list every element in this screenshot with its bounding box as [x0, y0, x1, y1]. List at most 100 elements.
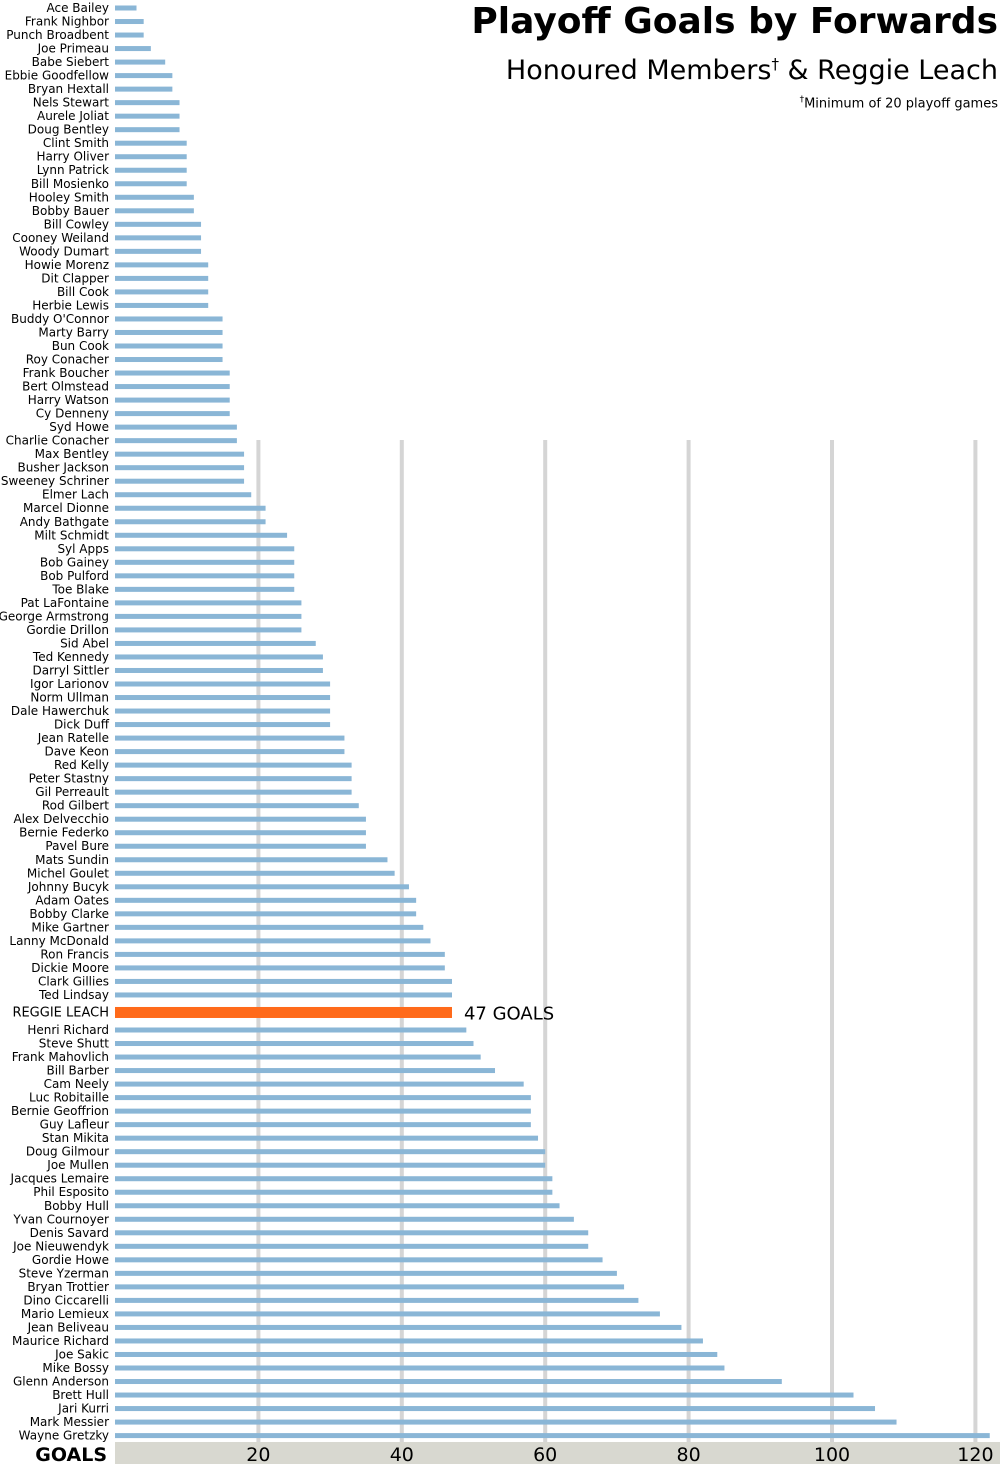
bar [115, 938, 431, 944]
chart-footnote: †Minimum of 20 playoff games [800, 92, 998, 112]
bar [115, 492, 252, 498]
footnote-dagger: † [799, 95, 805, 105]
bar [115, 1095, 531, 1101]
bar [115, 370, 230, 376]
category-label: Hooley Smith [29, 190, 109, 204]
category-label: Joe Primeau [37, 42, 109, 56]
chart-title: Playoff Goals by Forwards [471, 1, 998, 42]
bar [115, 343, 223, 349]
bar [115, 1006, 452, 1018]
category-label: Bobby Clarke [29, 907, 109, 921]
category-label: Bernie Geoffrion [11, 1104, 109, 1118]
category-label: Ron Francis [40, 947, 109, 961]
bar [115, 113, 180, 119]
category-label: Sweeney Schriner [1, 474, 109, 488]
category-label: Pavel Bure [45, 839, 109, 853]
subtitle-main: Honoured Members [505, 55, 772, 86]
category-label: Lynn Patrick [37, 163, 109, 177]
bar [115, 762, 352, 768]
category-label: Milt Schmidt [34, 528, 109, 542]
category-label: Aurele Joliat [37, 109, 109, 123]
bar [115, 1135, 539, 1141]
category-label: Brett Hull [52, 1388, 109, 1402]
bar [115, 1068, 496, 1074]
category-label: Bobby Bauer [32, 204, 109, 218]
bar [115, 208, 194, 214]
bar [115, 275, 209, 281]
bar [115, 870, 395, 876]
category-label: Norm Ullman [30, 691, 109, 705]
category-label: Steve Shutt [39, 1037, 110, 1051]
category-label: Joe Nieuwendyk [12, 1239, 109, 1253]
bar [115, 1216, 574, 1222]
category-label: Cam Neely [44, 1077, 109, 1091]
category-label: Alex Delvecchio [13, 812, 109, 826]
category-label: Bobby Hull [44, 1199, 109, 1213]
category-label: Dale Hawerchuk [11, 704, 109, 718]
bar [115, 1149, 546, 1155]
category-label: Dino Ciccarelli [23, 1293, 109, 1307]
bar [115, 1419, 897, 1425]
category-label: Wayne Gretzky [19, 1429, 109, 1443]
bar [115, 1351, 718, 1357]
category-label: Harry Oliver [37, 150, 110, 164]
bar [115, 1270, 617, 1276]
bar [115, 127, 180, 133]
category-label: Frank Mahovlich [12, 1050, 109, 1064]
category-label: Syl Apps [57, 542, 109, 556]
bar [115, 857, 388, 863]
category-label: Bun Cook [52, 339, 109, 353]
bar [115, 573, 295, 579]
category-label: Bill Cook [57, 285, 109, 299]
bar [115, 1311, 660, 1317]
bar [115, 803, 359, 809]
category-label: Bert Olmstead [22, 380, 109, 394]
category-label: Adam Oates [35, 893, 109, 907]
bar [115, 248, 202, 254]
category-label: Jari Kurri [57, 1402, 109, 1416]
category-label: Doug Bentley [28, 123, 109, 137]
bar [115, 1081, 524, 1087]
category-label: Bill Mosienko [31, 177, 109, 191]
bar [115, 32, 144, 38]
category-label: Buddy O'Connor [11, 312, 109, 326]
category-label: Bob Pulford [40, 569, 109, 583]
category-label: Charlie Conacher [6, 434, 109, 448]
bar [115, 1243, 589, 1249]
category-label: Andy Bathgate [20, 515, 109, 529]
bar [115, 627, 302, 633]
bar [115, 411, 230, 417]
category-label: Marcel Dionne [23, 501, 109, 515]
bar [115, 559, 295, 565]
category-label: REGGIE LEACH [12, 1005, 109, 1020]
bar [115, 789, 352, 795]
highlight-value-label: 47 GOALS [464, 1003, 554, 1024]
bar [115, 586, 295, 592]
bar-layer [115, 5, 990, 1439]
bar [115, 965, 445, 971]
category-label: Glenn Anderson [13, 1375, 109, 1389]
category-label: Max Bentley [35, 447, 109, 461]
bar [115, 1406, 876, 1412]
bar [115, 1433, 990, 1439]
category-label: Toe Blake [51, 582, 109, 596]
category-label: Busher Jackson [18, 461, 109, 475]
category-label: Gordie Howe [32, 1253, 109, 1267]
bar [115, 316, 223, 322]
bar [115, 1284, 625, 1290]
x-axis-band [115, 1442, 1000, 1464]
bar [115, 843, 366, 849]
category-label: Herbie Lewis [32, 298, 109, 312]
category-label: Ace Bailey [46, 1, 109, 15]
bar [115, 992, 452, 998]
bar [115, 1230, 589, 1236]
subtitle-rest: & Reggie Leach [778, 55, 998, 86]
category-label: Pat LaFontaine [21, 596, 109, 610]
bar [115, 519, 266, 525]
bar [115, 1365, 725, 1371]
category-label: Dick Duff [54, 718, 110, 732]
gridline-80 [686, 440, 691, 1442]
category-label: Woody Dumart [19, 244, 109, 258]
bar [115, 505, 266, 511]
